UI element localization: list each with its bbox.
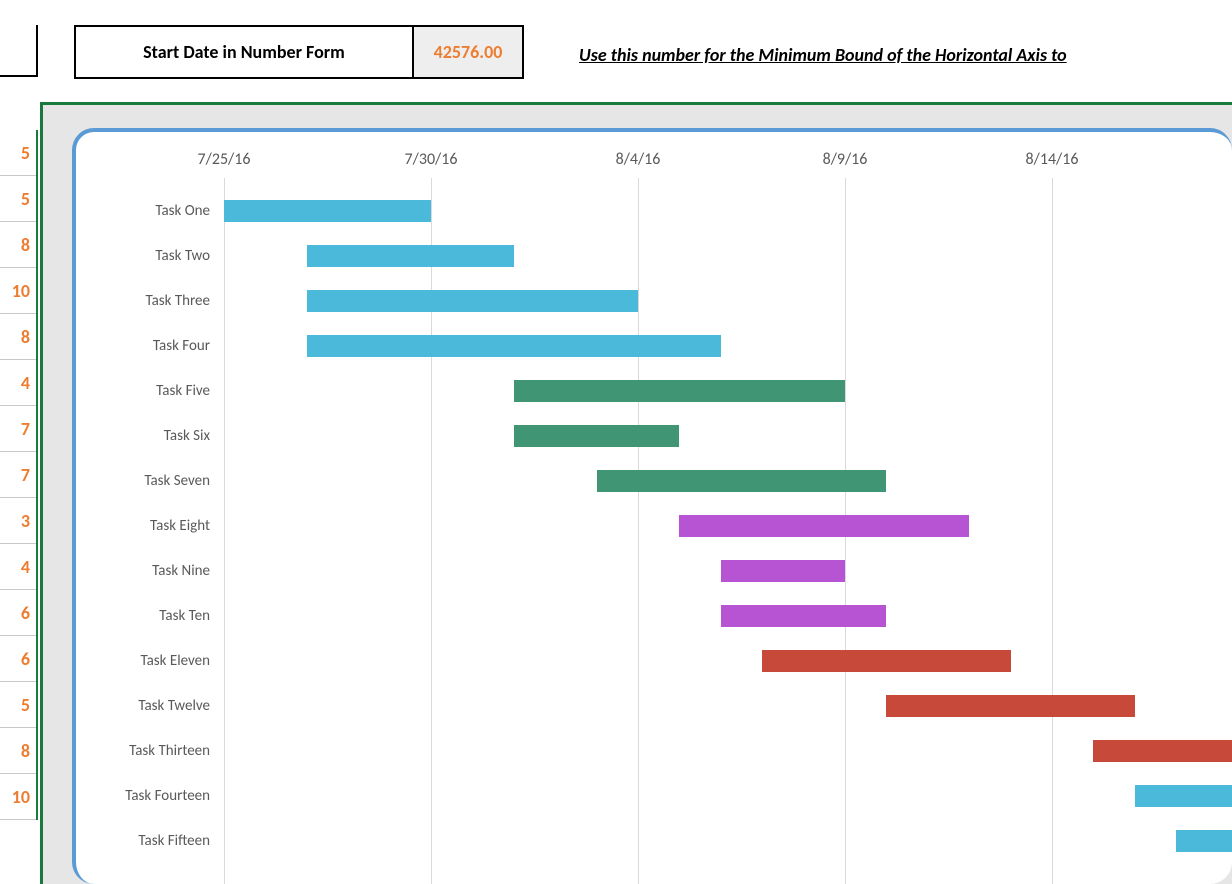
start-date-label: Start Date in Number Form: [143, 41, 345, 63]
gantt-row: Task Four: [76, 323, 1232, 368]
duration-cell[interactable]: 5: [0, 176, 36, 222]
duration-cell[interactable]: 10: [0, 268, 36, 314]
x-axis-tick-label: 8/4/16: [616, 150, 661, 169]
gantt-bar[interactable]: [1093, 740, 1232, 762]
gantt-row: Task Fourteen: [76, 773, 1232, 818]
gantt-bar[interactable]: [762, 650, 1010, 672]
duration-cell[interactable]: 7: [0, 452, 36, 498]
gantt-task-label: Task Seven: [76, 472, 216, 490]
x-axis-tick-label: 7/25/16: [198, 150, 251, 169]
duration-cell[interactable]: 8: [0, 314, 36, 360]
duration-cell[interactable]: 7: [0, 406, 36, 452]
header-note: Use this number for the Minimum Bound of…: [524, 25, 1232, 85]
start-date-label-cell[interactable]: Start Date in Number Form: [74, 25, 414, 79]
gantt-bar[interactable]: [514, 380, 845, 402]
gantt-bar[interactable]: [1176, 830, 1232, 852]
gantt-task-label: Task Six: [76, 427, 216, 445]
gantt-task-label: Task Ten: [76, 607, 216, 625]
gantt-row: Task Three: [76, 278, 1232, 323]
gantt-task-label: Task Fifteen: [76, 832, 216, 850]
start-date-value: 42576.00: [434, 41, 503, 63]
duration-cell[interactable]: 5: [0, 682, 36, 728]
duration-cell[interactable]: 5: [0, 130, 36, 176]
duration-cell[interactable]: 6: [0, 590, 36, 636]
duration-cell[interactable]: 3: [0, 498, 36, 544]
gantt-row: Task Eight: [76, 503, 1232, 548]
gantt-row: Task Two: [76, 233, 1232, 278]
gantt-task-label: Task Nine: [76, 562, 216, 580]
x-axis-tick-label: 8/9/16: [823, 150, 868, 169]
gantt-bar[interactable]: [514, 425, 680, 447]
duration-cell[interactable]: 6: [0, 636, 36, 682]
gantt-row: Task Six: [76, 413, 1232, 458]
gantt-bar[interactable]: [721, 605, 887, 627]
gantt-task-label: Task Four: [76, 337, 216, 355]
gantt-bar[interactable]: [224, 200, 431, 222]
gantt-bar[interactable]: [307, 290, 638, 312]
gantt-row: Task Fifteen: [76, 818, 1232, 863]
gantt-row: Task Nine: [76, 548, 1232, 593]
start-date-value-cell[interactable]: 42576.00: [414, 25, 524, 79]
gantt-task-label: Task Thirteen: [76, 742, 216, 760]
gantt-bar[interactable]: [307, 335, 721, 357]
gantt-task-label: Task Eleven: [76, 652, 216, 670]
gantt-row: Task One: [76, 188, 1232, 233]
gantt-plot-area: 7/25/16 7/30/16 8/4/16 8/9/16 8/14/16 Task On…: [76, 132, 1232, 884]
gantt-task-label: Task Twelve: [76, 697, 216, 715]
gantt-row: Task Thirteen: [76, 728, 1232, 773]
gantt-bar[interactable]: [1135, 785, 1232, 807]
gantt-bar[interactable]: [597, 470, 887, 492]
gantt-task-label: Task Three: [76, 292, 216, 310]
gantt-bar[interactable]: [886, 695, 1134, 717]
x-axis-tick-label: 7/30/16: [405, 150, 458, 169]
gantt-task-label: Task One: [76, 202, 216, 220]
gantt-bar[interactable]: [679, 515, 969, 537]
gantt-task-label: Task Eight: [76, 517, 216, 535]
duration-cell[interactable]: 4: [0, 360, 36, 406]
gantt-task-label: Task Fourteen: [76, 787, 216, 805]
gantt-bar[interactable]: [721, 560, 845, 582]
gantt-row: Task Seven: [76, 458, 1232, 503]
duration-cell[interactable]: 8: [0, 222, 36, 268]
gantt-row: Task Five: [76, 368, 1232, 413]
x-axis-tick-label: 8/14/16: [1026, 150, 1079, 169]
header-note-text: Use this number for the Minimum Bound of…: [579, 44, 1067, 66]
duration-cell[interactable]: 8: [0, 728, 36, 774]
duration-cell[interactable]: 10: [0, 774, 36, 820]
gantt-task-label: Task Five: [76, 382, 216, 400]
gantt-row: Task Eleven: [76, 638, 1232, 683]
header-corner-cell: [0, 25, 38, 77]
durations-column: 55810847734665810: [0, 130, 38, 820]
gantt-row: Task Twelve: [76, 683, 1232, 728]
header-row: Start Date in Number Form 42576.00 Use t…: [0, 25, 1232, 85]
gantt-row: Task Ten: [76, 593, 1232, 638]
duration-cell[interactable]: 4: [0, 544, 36, 590]
gantt-bar[interactable]: [307, 245, 514, 267]
gantt-chart[interactable]: 7/25/16 7/30/16 8/4/16 8/9/16 8/14/16 Task On…: [72, 128, 1232, 884]
gantt-task-label: Task Two: [76, 247, 216, 265]
